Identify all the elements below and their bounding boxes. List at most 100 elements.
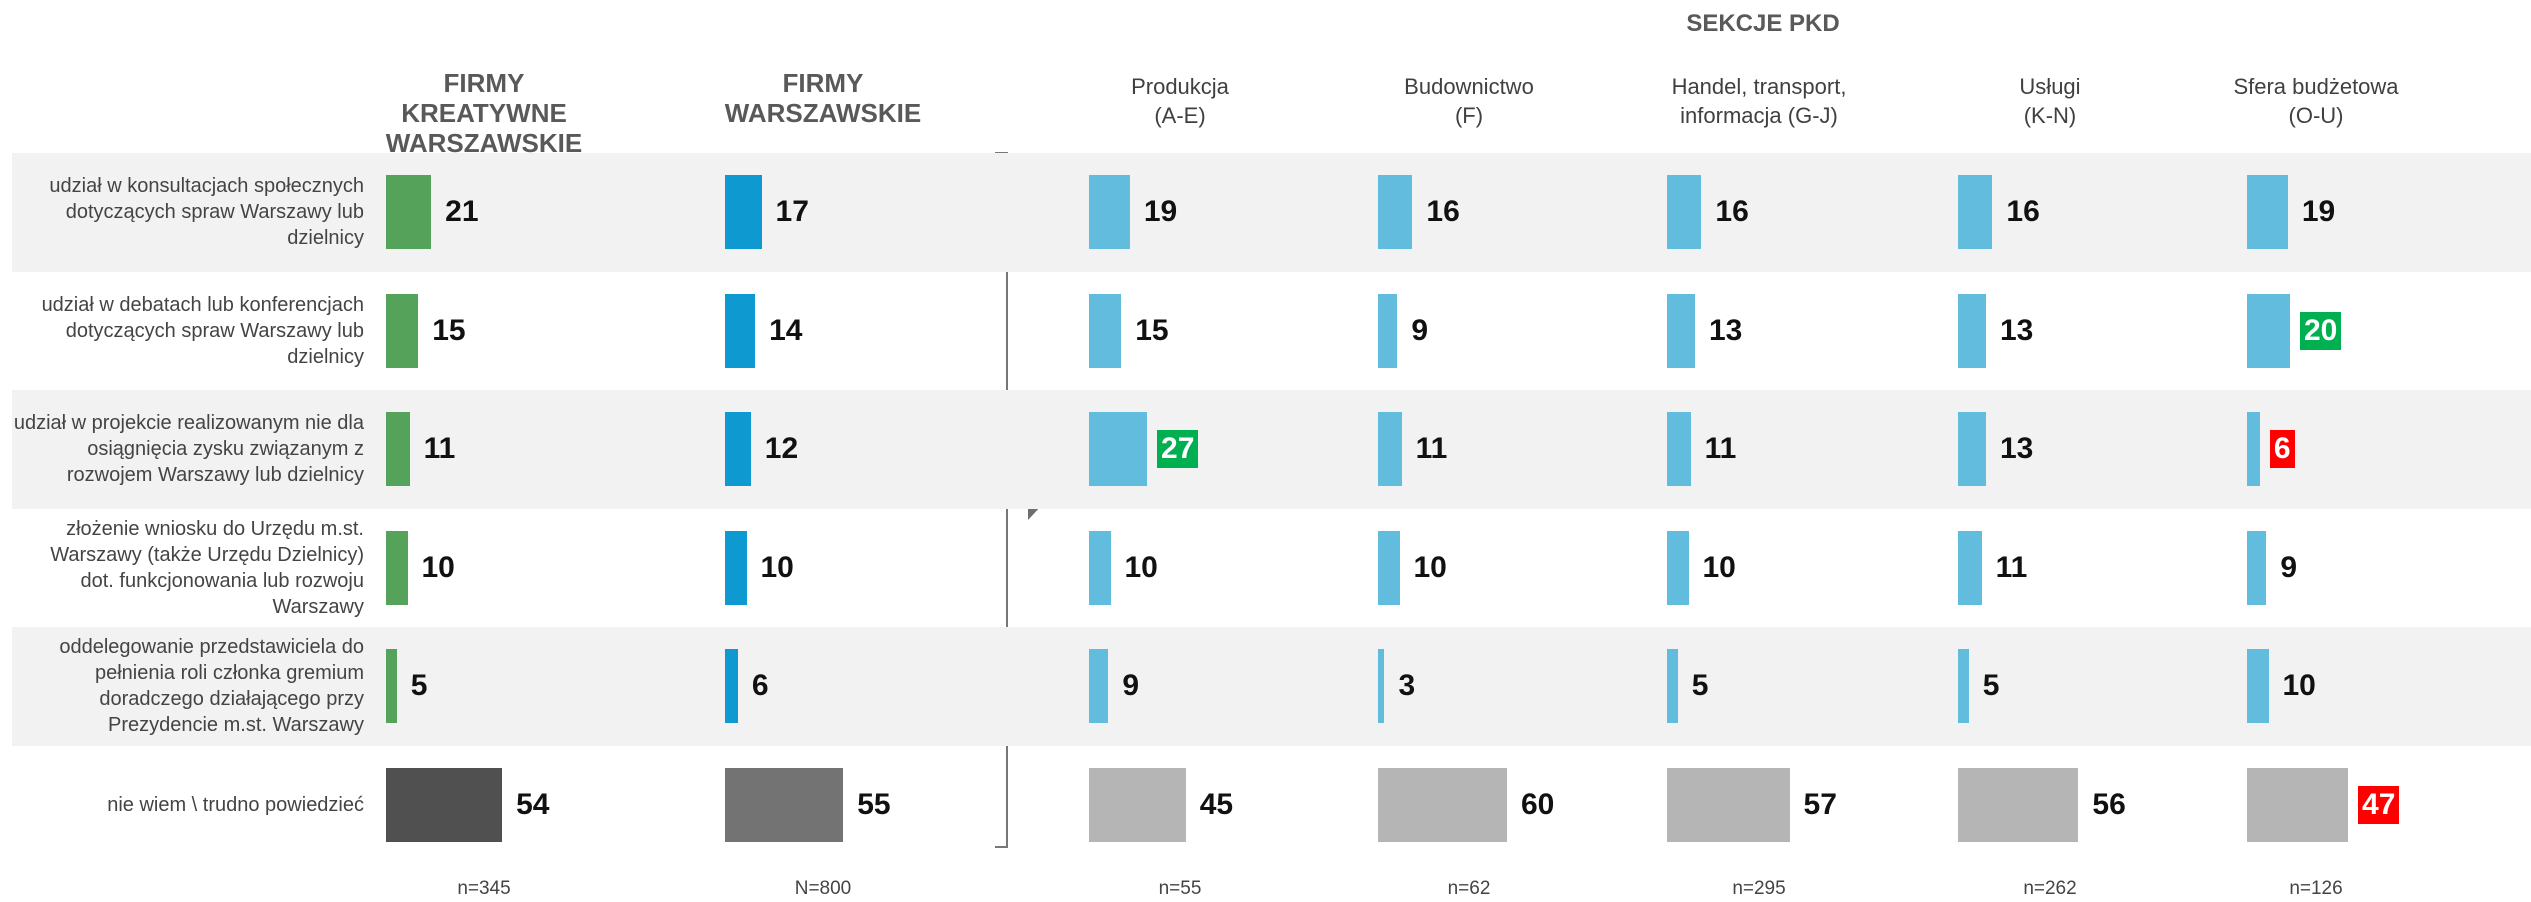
bar — [386, 293, 419, 368]
bar — [386, 649, 397, 724]
bar — [725, 293, 756, 368]
bar — [1089, 175, 1130, 250]
value-label: 54 — [516, 787, 550, 821]
value-label: 17 — [775, 195, 809, 229]
bar — [1667, 293, 1695, 368]
value-label: 10 — [760, 550, 794, 584]
bar — [1378, 293, 1398, 368]
value-label: 11 — [1415, 432, 1448, 466]
bar — [1958, 412, 1986, 487]
bar — [1958, 530, 1982, 605]
bar — [1667, 649, 1678, 724]
value-label: 11 — [423, 432, 456, 466]
row-label: udział w debatach lub konferencjach doty… — [41, 293, 364, 368]
bar — [386, 767, 503, 842]
bar — [725, 530, 747, 605]
bar — [725, 767, 844, 842]
bar — [725, 649, 738, 724]
value-label: 11 — [1704, 432, 1737, 466]
bar — [1958, 767, 2079, 842]
row-band — [12, 153, 2531, 272]
value-label: 13 — [1999, 313, 2034, 347]
value-label: 16 — [1426, 195, 1460, 229]
value-label: 3 — [1398, 669, 1416, 703]
bar — [1089, 293, 1122, 368]
value-label: 11 — [1995, 550, 2028, 584]
bar — [1378, 412, 1402, 487]
row-band — [12, 627, 2531, 746]
value-label: 47 — [2358, 785, 2400, 824]
bar — [1378, 649, 1385, 724]
value-label: 16 — [1715, 195, 1749, 229]
sample-size: n=345 — [457, 878, 511, 899]
value-label: 56 — [2092, 787, 2126, 821]
bar — [1089, 412, 1148, 487]
row-band — [12, 390, 2531, 509]
value-label: 5 — [410, 669, 428, 703]
column-header: FIRMY WARSZAWSKIE — [724, 68, 922, 128]
bar — [2247, 530, 2267, 605]
row-label: udział w projekcie realizowanym nie dla … — [13, 412, 364, 487]
value-label: 14 — [769, 313, 803, 347]
bar — [386, 175, 432, 250]
bar — [386, 412, 410, 487]
value-label: 19 — [2301, 195, 2336, 229]
value-label: 6 — [2269, 430, 2295, 469]
bar — [2247, 767, 2349, 842]
value-label: 20 — [2300, 311, 2342, 350]
bar — [1378, 175, 1413, 250]
value-label: 6 — [751, 669, 769, 703]
bar — [2247, 412, 2260, 487]
value-label: 45 — [1199, 787, 1234, 821]
bar — [1667, 530, 1689, 605]
value-label: 13 — [1708, 313, 1743, 347]
sample-size: n=262 — [2023, 878, 2077, 899]
value-label: 60 — [1521, 787, 1555, 821]
bar — [1667, 412, 1691, 487]
bar — [1958, 293, 1986, 368]
bar — [1958, 649, 1969, 724]
value-label: 15 — [432, 313, 466, 347]
value-label: 10 — [2282, 669, 2316, 703]
bar — [1378, 530, 1400, 605]
sample-size: n=55 — [1158, 878, 1202, 899]
bar — [386, 530, 408, 605]
column-header: FIRMY KREATYWNE WARSZAWSKIE — [385, 68, 583, 158]
value-label: 15 — [1135, 313, 1169, 347]
value-label: 55 — [857, 787, 891, 821]
bar — [1958, 175, 1993, 250]
row-label: oddelegowanie przedstawiciela do pełnien… — [59, 636, 364, 737]
column-header: Handel, transport, informacja (G-J) — [1671, 74, 1847, 128]
value-label: 10 — [1413, 550, 1447, 584]
value-label: 27 — [1157, 430, 1199, 469]
sample-size: n=126 — [2289, 878, 2343, 899]
row-label: nie wiem \ trudno powiedzieć — [107, 793, 364, 816]
value-label: 57 — [1803, 787, 1837, 821]
bar — [725, 175, 762, 250]
column-header: Produkcja (A-E) — [1131, 74, 1229, 128]
sample-size: N=800 — [794, 878, 852, 899]
value-label: 9 — [1411, 313, 1429, 347]
value-label: 10 — [1124, 550, 1158, 584]
row-label: złożenie wniosku do Urzędu m.st. Warszaw… — [50, 517, 364, 618]
value-label: 21 — [445, 195, 479, 229]
sample-size: n=295 — [1732, 878, 1786, 899]
value-label: 16 — [2006, 195, 2040, 229]
column-header: Budownictwo (F) — [1404, 74, 1534, 128]
bar — [2247, 175, 2288, 250]
column-header: Usługi (K-N) — [2019, 74, 2081, 128]
bar — [1667, 767, 1790, 842]
column-header: Sfera budżetowa (O-U) — [2233, 74, 2399, 128]
value-label: 9 — [1122, 669, 1140, 703]
value-label: 10 — [421, 550, 455, 584]
value-label: 10 — [1702, 550, 1736, 584]
bar — [725, 412, 751, 487]
bar — [1378, 767, 1507, 842]
value-label: 12 — [764, 432, 799, 466]
bar — [1667, 175, 1702, 250]
bar — [1089, 530, 1111, 605]
sample-size: n=62 — [1447, 878, 1491, 899]
value-label: 19 — [1143, 195, 1178, 229]
value-label: 9 — [2280, 550, 2298, 584]
